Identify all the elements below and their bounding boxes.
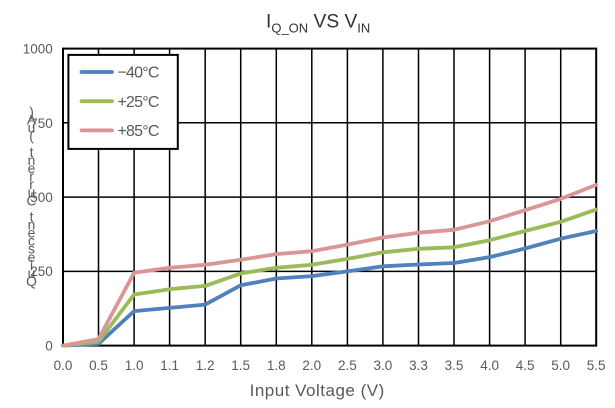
svg-text:−40°C: −40°C xyxy=(118,65,159,82)
svg-text:e: e xyxy=(28,161,36,176)
svg-text:4.0: 4.0 xyxy=(480,358,499,373)
svg-text:e: e xyxy=(28,226,36,241)
svg-text:u: u xyxy=(28,121,36,136)
svg-text:2.0: 2.0 xyxy=(302,358,321,373)
svg-text:e: e xyxy=(28,250,36,265)
svg-text:r: r xyxy=(29,169,34,184)
svg-text:5.5: 5.5 xyxy=(587,358,606,373)
svg-text:(: ( xyxy=(29,129,34,144)
svg-text:c: c xyxy=(28,234,35,249)
svg-text:2.5: 2.5 xyxy=(338,358,357,373)
svg-text:t: t xyxy=(30,145,34,160)
svg-text:1.8: 1.8 xyxy=(267,358,286,373)
svg-text:t: t xyxy=(30,209,34,224)
svg-text:n: n xyxy=(28,153,36,168)
svg-text:3.5: 3.5 xyxy=(445,358,464,373)
svg-text:+25°C: +25°C xyxy=(118,94,159,111)
svg-text:1.5: 1.5 xyxy=(231,358,250,373)
svg-text:1.1: 1.1 xyxy=(160,358,179,373)
svg-text:i: i xyxy=(30,258,33,273)
svg-text:5.0: 5.0 xyxy=(551,358,570,373)
svg-text:0.5: 0.5 xyxy=(89,358,108,373)
svg-text:500: 500 xyxy=(30,190,53,205)
svg-text:n: n xyxy=(28,218,36,233)
svg-text:1.0: 1.0 xyxy=(125,358,144,373)
svg-text:4.5: 4.5 xyxy=(516,358,535,373)
svg-text:1.2: 1.2 xyxy=(196,358,215,373)
svg-text:250: 250 xyxy=(30,264,53,279)
svg-text:C: C xyxy=(27,193,37,208)
svg-text:u: u xyxy=(28,185,36,200)
svg-text:r: r xyxy=(29,177,34,192)
svg-text:0.0: 0.0 xyxy=(54,358,73,373)
svg-text:750: 750 xyxy=(30,116,53,131)
svg-text:3.3: 3.3 xyxy=(409,358,428,373)
svg-text:0: 0 xyxy=(45,339,53,354)
svg-text:A: A xyxy=(27,113,37,128)
svg-text:Input Voltage (V): Input Voltage (V) xyxy=(250,381,385,400)
svg-text:u: u xyxy=(28,266,36,281)
svg-text:3.0: 3.0 xyxy=(374,358,393,373)
svg-text:s: s xyxy=(28,242,35,257)
svg-text:+85°C: +85°C xyxy=(118,123,159,140)
svg-text:): ) xyxy=(29,105,34,120)
svg-text:Q: Q xyxy=(26,274,37,289)
svg-text:1000: 1000 xyxy=(23,42,53,57)
